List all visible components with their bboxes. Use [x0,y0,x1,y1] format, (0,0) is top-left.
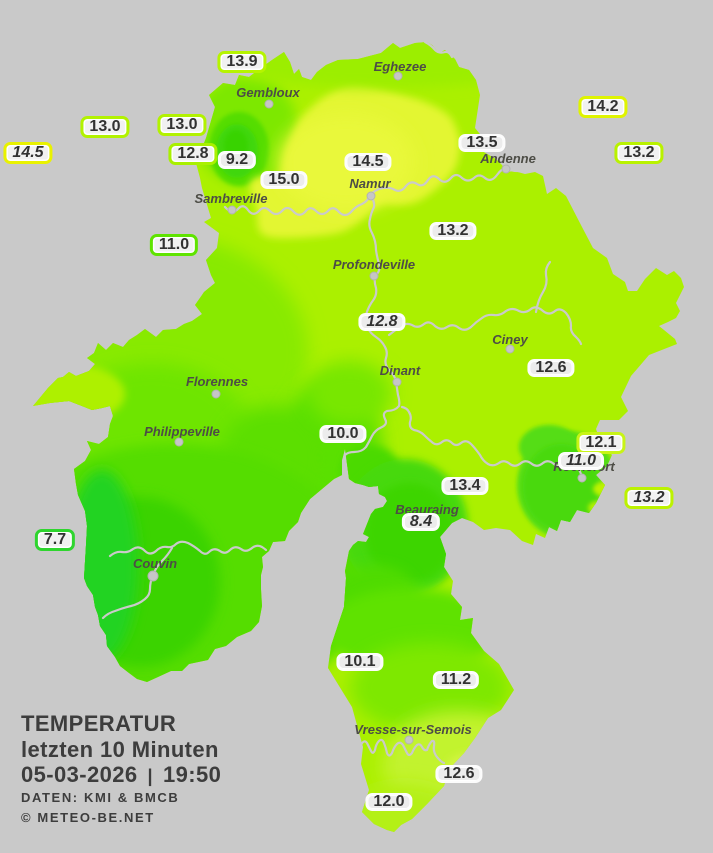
svg-text:Eghezee: Eghezee [374,59,427,74]
svg-text:Philippeville: Philippeville [144,424,220,439]
svg-text:Dinant: Dinant [380,363,421,378]
svg-text:Couvin: Couvin [133,556,177,571]
svg-text:Gembloux: Gembloux [236,85,300,100]
svg-text:Namur: Namur [349,176,391,191]
svg-text:Florennes: Florennes [186,374,248,389]
svg-text:Profondeville: Profondeville [333,257,415,272]
svg-text:Sambreville: Sambreville [195,191,268,206]
svg-text:Vresse-sur-Semois: Vresse-sur-Semois [354,722,472,737]
svg-text:Andenne: Andenne [479,151,536,166]
svg-text:Ciney: Ciney [492,332,528,347]
